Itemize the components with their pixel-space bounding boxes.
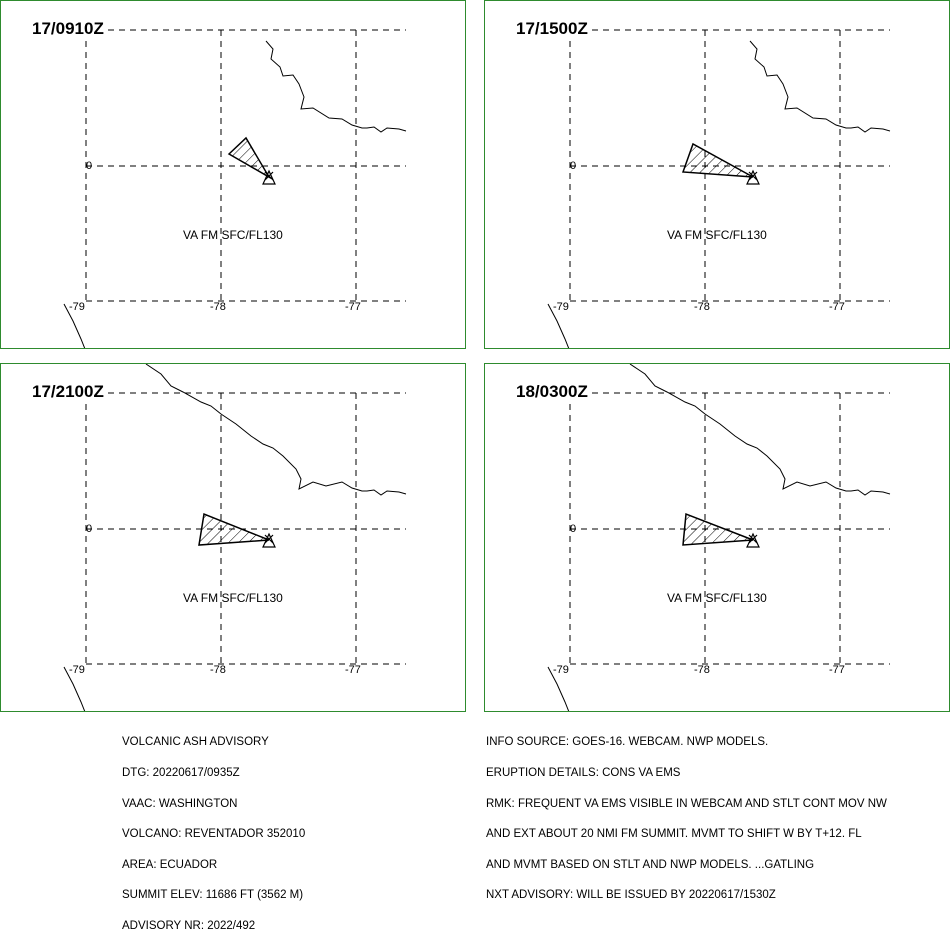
- lon-label-mid: -78: [210, 301, 226, 313]
- coastline-west: [547, 666, 570, 711]
- advisory-summit-elev: SUMMIT ELEV: 11686 FT (3562 M): [122, 889, 304, 902]
- lon-label-west: -79: [553, 664, 569, 676]
- map-1: [547, 29, 891, 348]
- advisory-area: AREA: ECUADOR: [122, 858, 218, 871]
- lon-label-east: -77: [345, 664, 361, 676]
- advisory-remarks-line: AND EXT ABOUT 20 NMI FM SUMMIT. MVMT TO …: [486, 828, 862, 841]
- ash-level-label: VA FM SFC/FL130: [667, 228, 767, 242]
- coastline-west: [63, 303, 86, 348]
- lat-label: 0: [86, 523, 93, 535]
- coastline: [629, 364, 891, 496]
- forecast-time: 18/0300Z: [515, 382, 589, 402]
- advisory-next: NXT ADVISORY: WILL BE ISSUED BY 20220617…: [486, 889, 776, 902]
- ash-cloud-polygon: [227, 136, 272, 180]
- lon-label-mid: -78: [694, 664, 710, 676]
- advisory-details-block: INFO SOURCE: GOES-16. WEBCAM. NWP MODELS…: [486, 717, 887, 911]
- volcano-marker: [746, 532, 760, 548]
- ash-level-label: VA FM SFC/FL130: [183, 591, 283, 605]
- advisory-vaac: VAAC: WASHINGTON: [122, 797, 238, 810]
- advisory-header-block: VOLCANIC ASH ADVISORY DTG: 20220617/0935…: [122, 717, 305, 941]
- volcano-marker: [262, 169, 276, 185]
- advisory-title: VOLCANIC ASH ADVISORY: [122, 736, 269, 749]
- lon-label-east: -77: [345, 301, 361, 313]
- ash-level-label: VA FM SFC/FL130: [183, 228, 283, 242]
- coastline: [749, 40, 891, 133]
- lon-label-east: -77: [829, 664, 845, 676]
- advisory-dtg: DTG: 20220617/0935Z: [122, 767, 240, 779]
- advisory-info-source: INFO SOURCE: GOES-16. WEBCAM. NWP MODELS…: [486, 736, 769, 749]
- lon-label-west: -79: [69, 301, 85, 313]
- ash-cloud-polygon: [198, 512, 270, 546]
- map-0: [63, 29, 407, 348]
- ash-level-label: VA FM SFC/FL130: [667, 591, 767, 605]
- coastline: [145, 364, 407, 496]
- volcano-marker: [262, 532, 276, 548]
- forecast-panel-2: 17/2100Z 0 -79 -78 -77 VA FM SFC/FL130: [0, 363, 466, 712]
- advisory-remarks-line: RMK: FREQUENT VA EMS VISIBLE IN WEBCAM A…: [486, 797, 887, 810]
- coastline-west: [63, 666, 86, 711]
- forecast-panel-0: 17/0910Z 0 -79 -78 -77 VA FM SFC/FL130: [0, 0, 466, 349]
- advisory-eruption-details: ERUPTION DETAILS: CONS VA EMS: [486, 767, 681, 779]
- coastline: [265, 40, 407, 133]
- ash-cloud-polygon: [682, 512, 754, 546]
- advisory-number: ADVISORY NR: 2022/492: [122, 919, 256, 932]
- forecast-time: 17/0910Z: [31, 19, 105, 39]
- advisory-volcano: VOLCANO: REVENTADOR 352010: [122, 828, 306, 841]
- forecast-time: 17/2100Z: [31, 382, 105, 402]
- forecast-panel-1: 17/1500Z 0 -79 -78 -77 VA FM SFC/FL130: [484, 0, 950, 349]
- lon-label-west: -79: [553, 301, 569, 313]
- coastline-west: [547, 303, 570, 348]
- lon-label-mid: -78: [694, 301, 710, 313]
- ash-cloud-polygon: [681, 142, 754, 178]
- lon-label-east: -77: [829, 301, 845, 313]
- lon-label-mid: -78: [210, 664, 226, 676]
- map-2: [63, 364, 407, 711]
- lat-label: 0: [86, 160, 93, 172]
- map-3: [547, 364, 891, 711]
- volcano-marker: [746, 169, 760, 185]
- lat-label: 0: [570, 160, 577, 172]
- advisory-remarks-line: AND MVMT BASED ON STLT AND NWP MODELS. .…: [486, 858, 815, 871]
- lat-label: 0: [570, 523, 577, 535]
- lon-label-west: -79: [69, 664, 85, 676]
- forecast-panel-3: 18/0300Z 0 -79 -78 -77 VA FM SFC/FL130: [484, 363, 950, 712]
- forecast-time: 17/1500Z: [515, 19, 589, 39]
